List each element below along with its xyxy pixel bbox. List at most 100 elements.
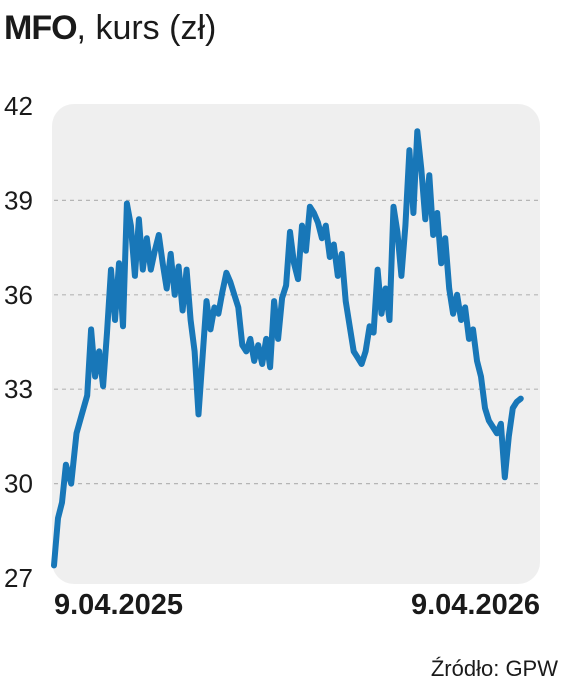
data-point [112,317,118,323]
data-point [426,172,432,178]
data-point [319,235,325,241]
data-point [311,210,317,216]
data-point [299,222,305,229]
series-layer [51,128,524,569]
data-point [140,267,146,273]
x-tick-label: 9.04.2026 [411,589,540,621]
data-point [227,279,233,285]
data-point [164,285,170,292]
data-point [355,355,361,361]
data-point [291,260,297,266]
data-point [398,273,405,279]
chart-title-ticker: MFO [4,9,78,47]
data-point [203,298,210,304]
data-point [59,499,65,506]
data-point [267,364,273,370]
data-point [347,323,353,329]
data-point [144,235,150,241]
data-point [315,219,321,226]
data-point [108,267,114,273]
data-point [168,251,174,257]
data-point [160,260,166,266]
y-tick-label: 42 [4,91,33,121]
data-point [370,329,377,336]
data-point [287,229,293,235]
y-tick-label: 30 [4,469,33,499]
data-point [136,216,142,222]
data-point [255,342,261,348]
data-point [84,392,90,399]
data-point [414,128,420,134]
data-point [343,298,349,304]
data-point [331,241,337,248]
data-point [96,348,102,355]
data-point [199,355,206,361]
data-point [207,326,214,333]
data-point [307,204,313,210]
data-point [180,307,186,314]
data-point [390,204,397,210]
chart-title: MFO, kurs (zł) [4,6,216,50]
data-point [211,304,218,310]
data-point [462,304,468,310]
data-point [382,285,389,292]
data-point [474,358,480,364]
data-point [116,260,122,266]
data-point [132,273,138,279]
data-point [295,276,301,282]
data-point [490,424,496,430]
data-point [430,232,436,238]
data-point [195,411,202,417]
data-point [502,474,508,480]
data-point [458,317,464,323]
data-point [506,433,512,439]
data-point [152,248,158,254]
y-tick-label: 27 [4,563,33,593]
data-point [438,260,444,266]
data-point [92,374,98,380]
data-point [386,317,393,323]
data-point [68,481,74,487]
data-point [446,285,452,292]
data-point [418,166,424,172]
data-point [327,254,333,260]
data-point [55,515,61,521]
data-point [120,323,126,329]
data-point [410,210,416,216]
y-tick-label: 33 [4,374,33,404]
data-point [335,273,341,279]
data-point [215,311,222,317]
data-point [366,323,373,329]
x-axis: 9.04.2025 9.04.2026 [54,589,540,621]
data-point [243,348,249,355]
y-axis: 27 30 33 36 39 42 [4,91,33,593]
data-point [187,317,194,323]
data-point [394,229,401,235]
data-point [251,358,257,364]
data-point [402,222,408,229]
source-note: Źródło: GPW [430,656,558,681]
data-point [263,336,269,342]
data-point [148,267,154,273]
data-point [303,248,309,254]
data-point [231,292,237,298]
data-point [434,210,440,216]
data-point [494,430,500,436]
data-point [406,147,412,153]
data-point [176,263,182,270]
data-point [363,348,369,355]
data-point [73,430,80,436]
data-point [223,270,229,276]
chart-title-unit: , kurs (zł) [76,9,217,47]
y-tick-label: 36 [4,280,33,310]
data-point [104,329,110,336]
data-point [486,418,492,424]
data-point [271,298,277,304]
data-point [514,399,520,405]
data-point [247,336,253,342]
data-point [454,292,460,298]
data-point [235,304,241,310]
data-point [100,383,106,389]
data-point [359,361,365,367]
